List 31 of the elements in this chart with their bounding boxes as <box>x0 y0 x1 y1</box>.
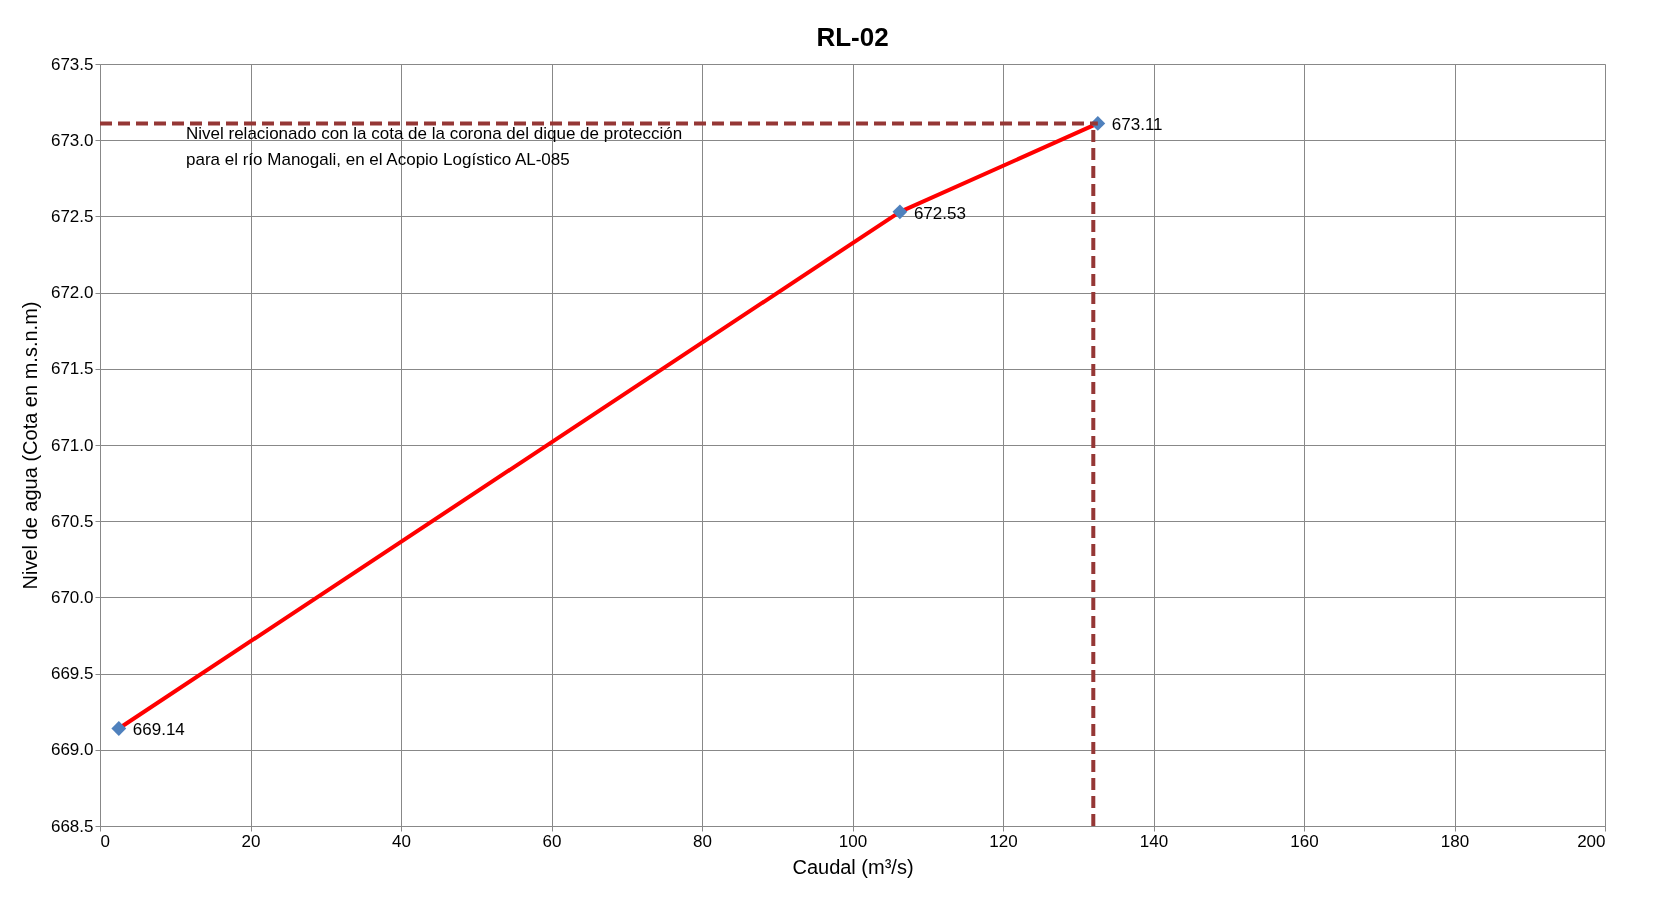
x-tick-label: 60 <box>542 831 562 851</box>
y-tick-label: 669.0 <box>50 740 94 760</box>
y-tick-label: 673.0 <box>50 130 94 150</box>
y-tick-label: 671.0 <box>50 435 94 455</box>
x-tick-label: 160 <box>1290 831 1319 851</box>
chart-title: RL-02 <box>816 22 889 52</box>
x-tick-label: 120 <box>989 831 1018 851</box>
point <box>892 204 908 220</box>
x-tick-label: 20 <box>241 831 261 851</box>
y-tick-label: 672.5 <box>50 206 94 226</box>
x-tick-label: 200 <box>1577 831 1606 851</box>
y-tick-label: 668.5 <box>50 816 94 836</box>
data-label: 672.53 <box>913 203 966 223</box>
data-label: 673.11 <box>1111 115 1163 135</box>
x-tick-label: 140 <box>1139 831 1169 851</box>
y-axis-title: Nivel de agua (Cota en m.s.n.m) <box>18 301 41 590</box>
y-tick-label: 672.0 <box>50 283 94 303</box>
y-tick-label: 673.5 <box>50 54 94 74</box>
x-tick-label: 0 <box>100 831 110 851</box>
data-label: 669.14 <box>132 720 185 740</box>
y-tick-label: 670.5 <box>50 511 94 531</box>
y-tick-label: 669.5 <box>50 664 94 684</box>
y-tick-label: 670.0 <box>50 587 94 607</box>
y-tick-label: 671.5 <box>50 359 94 379</box>
x-tick-label: 40 <box>392 831 411 851</box>
point <box>111 721 127 736</box>
x-axis-title: Caudal (m³/s) <box>792 855 914 878</box>
x-tick-label: 180 <box>1440 831 1470 851</box>
annotation: Nivel relacionado con la cota de la corona del dique de protección para el río Manogali, en el Acopio Logístico AL-085 <box>186 124 683 169</box>
x-tick-label: 100 <box>838 831 868 851</box>
x-tick-label: 80 <box>693 831 712 851</box>
